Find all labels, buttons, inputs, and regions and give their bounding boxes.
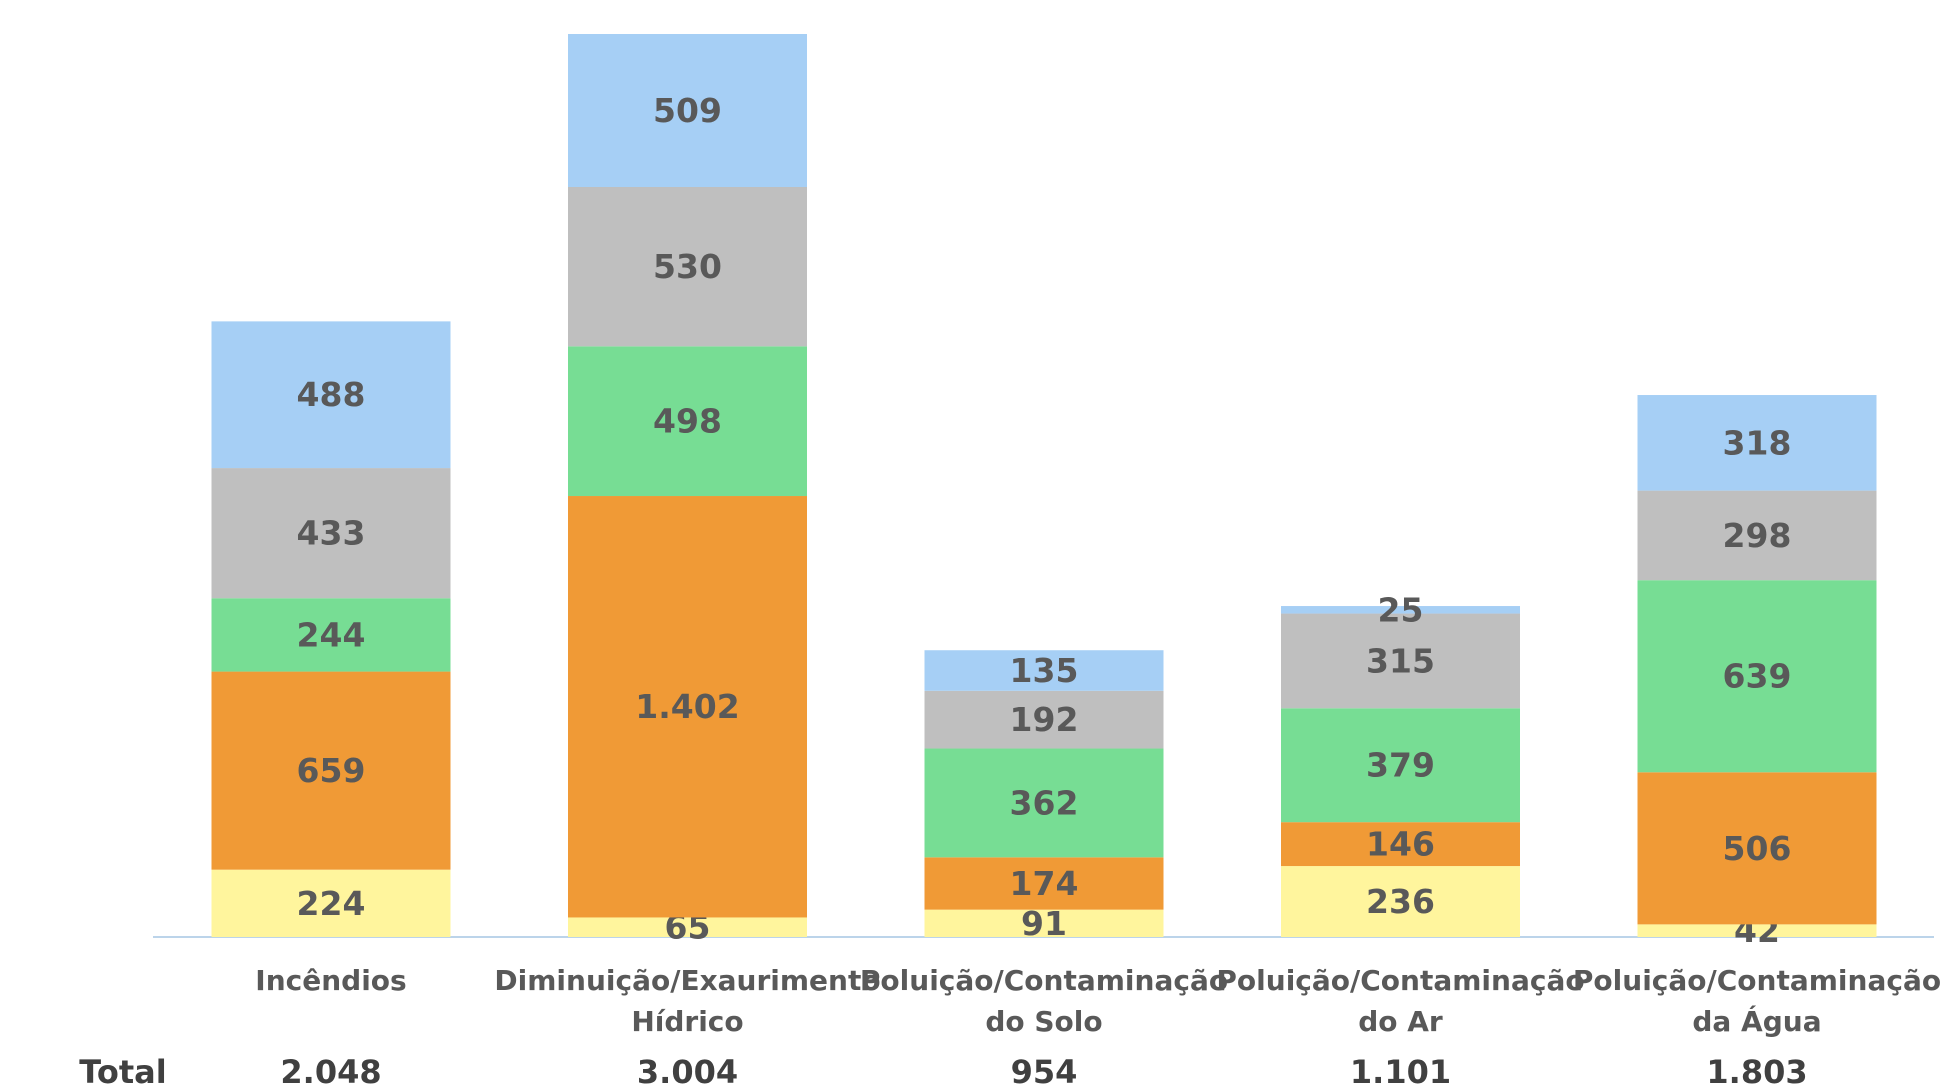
- bar-segment: [1637, 490, 1877, 581]
- x-tick-label: Incêndios: [255, 964, 406, 997]
- bar-segment: [1281, 822, 1520, 867]
- x-tick-label: Poluição/Contaminação da Água: [1573, 964, 1941, 1038]
- bar-segment: [211, 321, 451, 469]
- data-label: 236: [1366, 882, 1435, 921]
- bar-segment: [211, 598, 451, 672]
- x-tick-line: Incêndios: [255, 964, 406, 997]
- bar-segment: [924, 909, 1164, 937]
- data-label: 433: [297, 514, 366, 553]
- x-tick-line: da Água: [1692, 1004, 1821, 1038]
- data-label: 1.402: [635, 687, 739, 726]
- bar-segment: [924, 690, 1164, 749]
- data-label: 639: [1723, 657, 1792, 696]
- total-label: 3.004: [637, 1053, 738, 1091]
- x-tick-line: Diminuição/Exaurimento: [494, 964, 880, 997]
- bar-segment: [211, 671, 451, 870]
- data-label: 135: [1010, 651, 1079, 690]
- x-tick-line: Poluição/Contaminação: [1573, 964, 1941, 997]
- total-title: Total: [79, 1053, 166, 1091]
- x-tick-line: Poluição/Contaminação: [860, 964, 1228, 997]
- bar-segment: [568, 34, 807, 188]
- bar-segment: [568, 187, 807, 347]
- bar-segment: [1637, 924, 1877, 937]
- total-label: 1.101: [1350, 1053, 1451, 1091]
- bar-segment: [1281, 606, 1520, 614]
- data-label: 146: [1366, 825, 1435, 864]
- data-label: 315: [1366, 641, 1435, 680]
- bar-segment: [211, 468, 451, 599]
- bar-segment: [1281, 866, 1520, 937]
- bar-segment: [924, 748, 1164, 858]
- data-label: 224: [297, 884, 366, 923]
- x-tick-line: do Ar: [1358, 1005, 1443, 1038]
- bar-segment: [1637, 395, 1877, 491]
- bar-segment: [211, 869, 451, 937]
- data-label: 362: [1010, 783, 1079, 822]
- bar-segment: [1637, 772, 1877, 925]
- data-label: 318: [1723, 423, 1792, 462]
- data-label: 91: [1021, 904, 1067, 943]
- bar-segment: [924, 650, 1164, 691]
- bar-segment: [568, 496, 807, 918]
- x-tick-label: Poluição/Contaminação do Solo: [860, 964, 1228, 1038]
- total-label: 954: [1011, 1053, 1078, 1091]
- x-tick-line: Hídrico: [631, 1005, 743, 1038]
- data-label: 530: [653, 247, 722, 286]
- x-tick-line: do Solo: [985, 1005, 1102, 1038]
- data-label: 509: [653, 91, 722, 130]
- bar-segment: [568, 346, 807, 497]
- data-label: 174: [1010, 864, 1079, 903]
- data-label: 506: [1723, 829, 1792, 868]
- bar-segment: [568, 917, 807, 937]
- bar-segment: [924, 857, 1164, 910]
- bar-segment: [1281, 708, 1520, 823]
- bar-segment: [1637, 580, 1877, 773]
- x-tick-label: Diminuição/Exaurimento Hídrico: [494, 964, 880, 1038]
- data-label: 192: [1010, 700, 1079, 739]
- data-label: 25: [1378, 590, 1424, 629]
- x-tick-line: Poluição/Contaminação: [1216, 964, 1584, 997]
- data-label: 244: [297, 615, 366, 654]
- data-label: 659: [297, 751, 366, 790]
- x-tick-label: Poluição/Contaminação do Ar: [1216, 964, 1584, 1038]
- data-label: 379: [1366, 746, 1435, 785]
- total-label: 1.803: [1706, 1053, 1807, 1091]
- data-label: 498: [653, 402, 722, 441]
- data-label: 488: [297, 375, 366, 414]
- data-label: 298: [1723, 516, 1792, 555]
- bar-segment: [1281, 613, 1520, 709]
- total-label: 2.048: [280, 1053, 381, 1091]
